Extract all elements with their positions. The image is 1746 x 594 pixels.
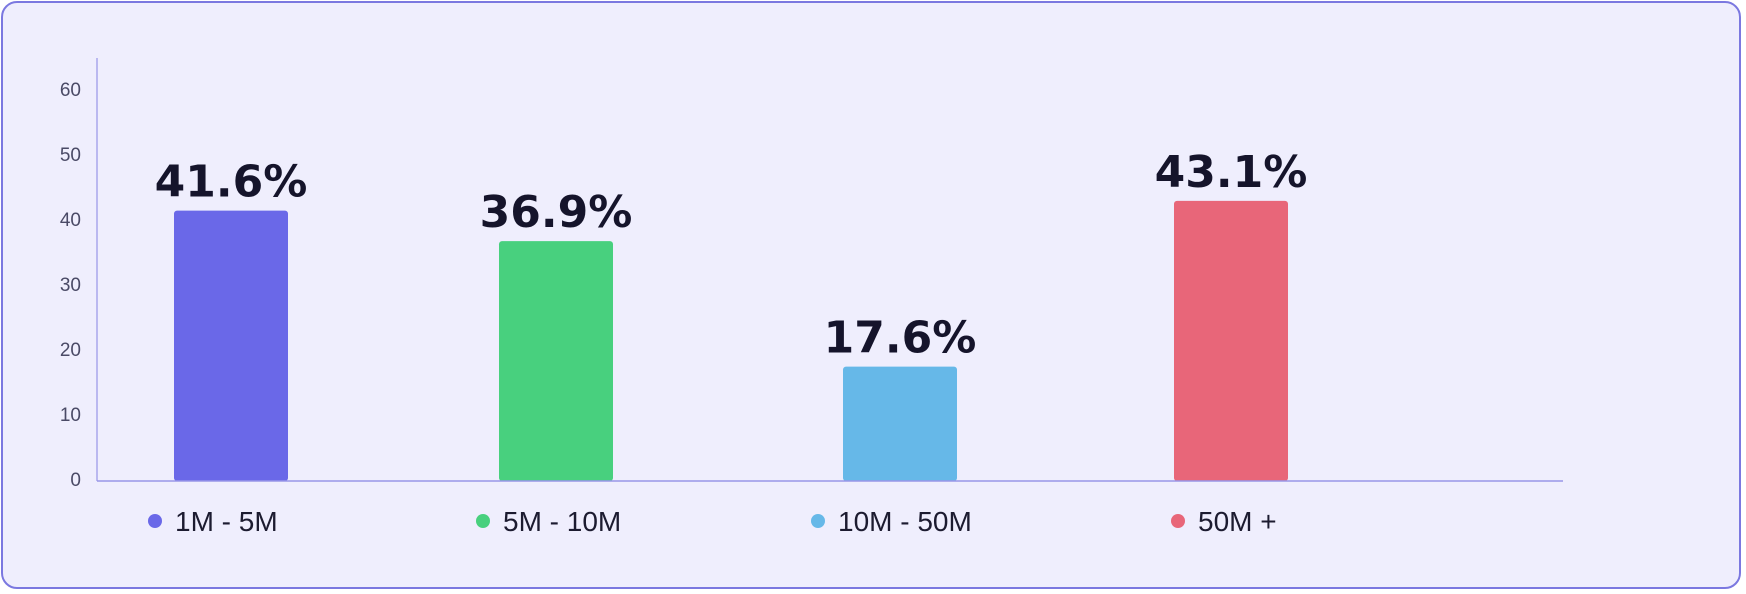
bars [174, 200, 1288, 481]
legend-swatch-2 [476, 514, 490, 528]
bar-1 [174, 210, 288, 481]
bar-4 [1174, 200, 1288, 481]
legend-label-4: 50M + [1198, 506, 1277, 537]
y-axis-ticks: 0 10 20 30 40 50 60 [60, 80, 81, 491]
legend: 1M - 5M 5M - 10M 10M - 50M 50M + [148, 506, 1277, 537]
legend-label-2: 5M - 10M [503, 506, 621, 537]
value-label-4: 43.1% [1155, 147, 1308, 198]
y-tick-label: 0 [70, 470, 81, 491]
legend-swatch-4 [1171, 514, 1185, 528]
y-tick-label: 60 [60, 80, 81, 101]
y-tick-label: 40 [60, 210, 81, 231]
legend-swatch-3 [811, 514, 825, 528]
bar-3 [843, 366, 957, 481]
value-label-3: 17.6% [824, 313, 977, 364]
y-tick-label: 30 [60, 275, 81, 296]
legend-label-1: 1M - 5M [175, 506, 278, 537]
legend-swatch-1 [148, 514, 162, 528]
value-label-1: 41.6% [155, 157, 308, 208]
legend-label-3: 10M - 50M [838, 506, 972, 537]
y-tick-label: 10 [60, 405, 81, 426]
y-tick-label: 50 [60, 145, 81, 166]
axes [96, 58, 1563, 482]
gridlines [97, 90, 1343, 417]
bar-2 [499, 241, 613, 481]
y-tick-label: 20 [60, 340, 81, 361]
bar-chart: 0 10 20 30 40 50 60 41.6% 36.9% 17.6% 43.1% 1M - … [60, 58, 1563, 537]
value-label-2: 36.9% [480, 187, 633, 238]
value-labels: 41.6% 36.9% 17.6% 43.1% [155, 147, 1308, 364]
